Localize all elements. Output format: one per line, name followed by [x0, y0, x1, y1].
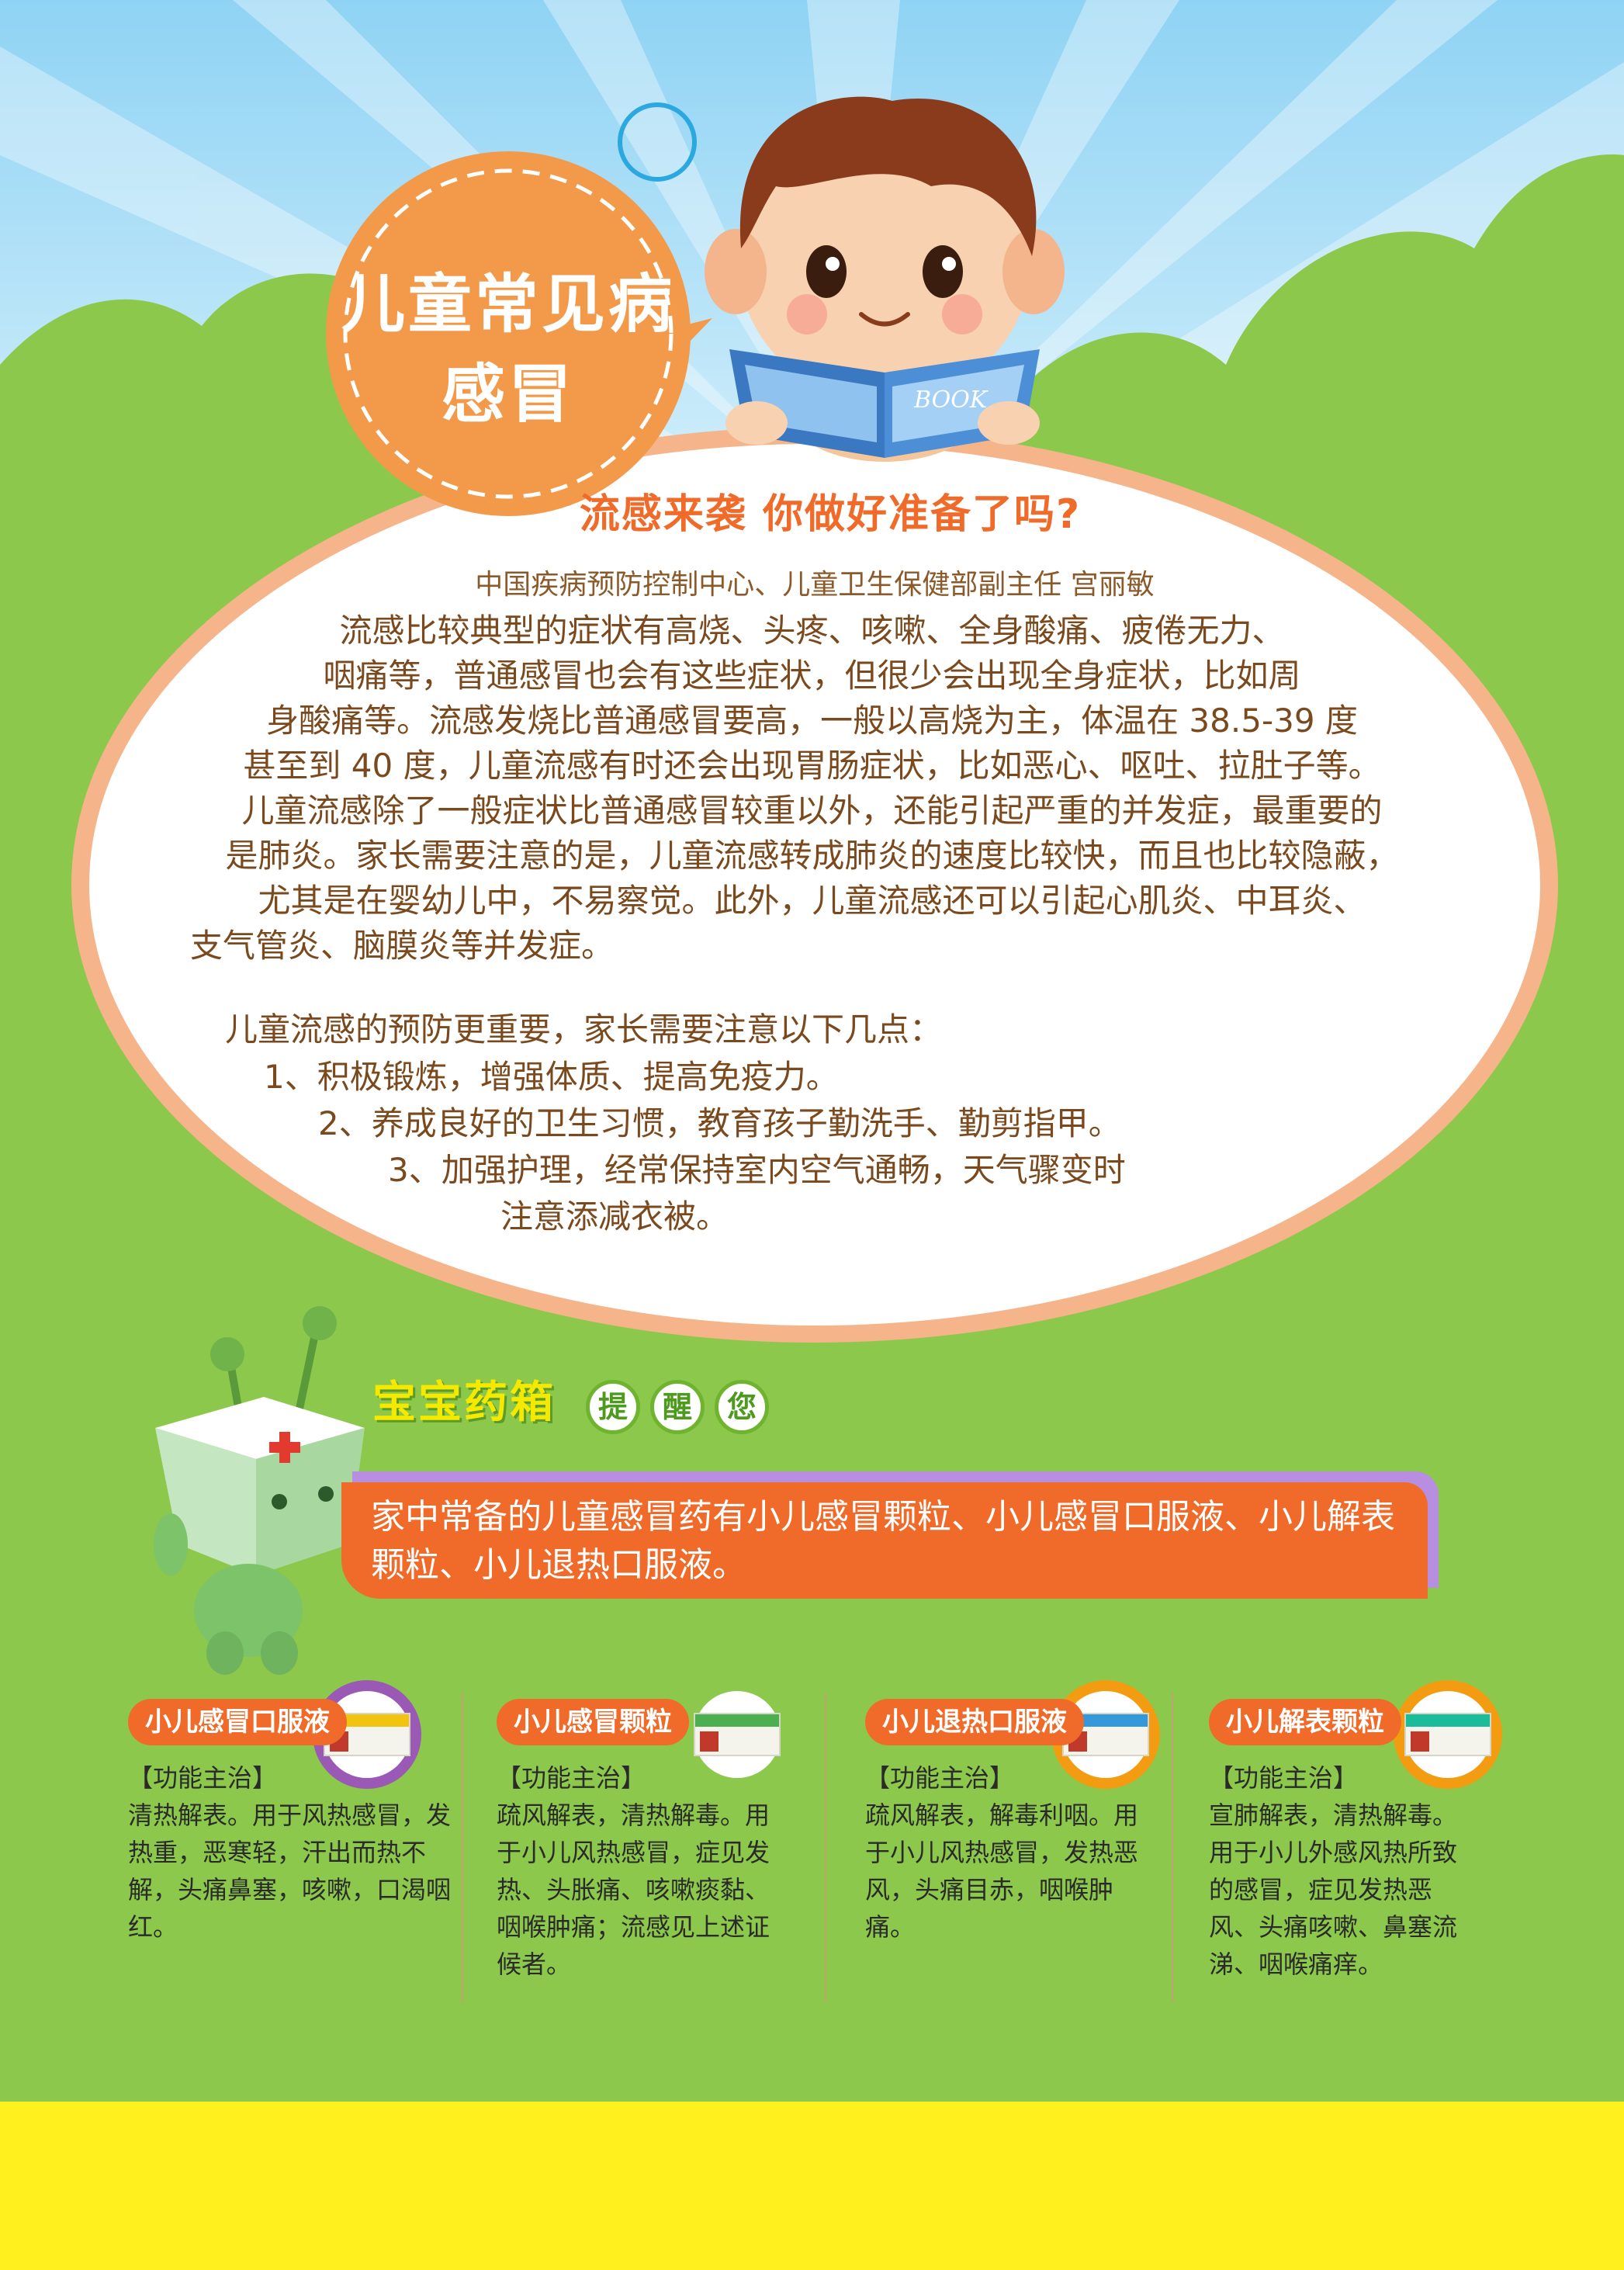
function-label: 【功能主治】 — [865, 1763, 1015, 1793]
paragraph-line: 尤其是在婴幼儿中，不易察觉。此外，儿童流感还可以引起心肌炎、中耳炎、 — [258, 882, 1366, 920]
medicine-description: 清热解表。用于风热感冒，发热重，恶寒轻，汗出而热不解，头痛鼻塞，咳嗽，口渴咽红。 — [128, 1800, 452, 1942]
column-divider — [1172, 1692, 1173, 2002]
boy-reading-illustration — [705, 96, 1065, 462]
medicine-package-icon — [1404, 1713, 1491, 1756]
medicine-package-icon — [694, 1713, 781, 1756]
medicine-box-title: 宝宝药箱 — [372, 1378, 556, 1428]
medicine-description: 宣肺解表，清热解毒。用于小儿外感风热所致的感冒，症见发热恶风、头痛咳嗽、鼻塞流涕… — [1209, 1800, 1458, 1979]
oval-text-area — [89, 444, 1540, 1326]
prevention-intro: 儿童流感的预防更重要，家长需要注意以下几点： — [225, 1010, 943, 1048]
remind-char: 您 — [715, 1380, 769, 1434]
badge-title: 儿童常见病 感冒 — [334, 260, 683, 440]
remind-char: 醒 — [650, 1380, 705, 1434]
paragraph-symptoms: 流感比较典型的症状有高烧、头疼、咳嗽、全身酸痛、疲倦无力、 咽痛等，普通感冒也会… — [0, 608, 1624, 788]
column-divider — [462, 1692, 463, 2002]
medicine-name: 小儿感冒颗粒 — [497, 1699, 689, 1745]
prevention-item: 3、加强护理，经常保持室内空气通畅，天气骤变时 — [388, 1151, 1126, 1189]
medicine-name: 小儿感冒口服液 — [128, 1699, 347, 1745]
title-badge — [326, 151, 712, 516]
function-label: 【功能主治】 — [497, 1763, 646, 1793]
prevention-item: 注意添减衣被。 — [500, 1197, 729, 1236]
reminder-text: 家中常备的儿童感冒药有小儿感冒颗粒、小儿感冒口服液、小儿解表颗粒、小儿退热口服液… — [371, 1497, 1395, 1585]
medicine-description-block: 【功能主治】 宣肺解表，清热解毒。用于小儿外感风热所致的感冒，症见发热恶风、头痛… — [1209, 1759, 1473, 1983]
medicine-description-block: 【功能主治】 疏风解表，清热解毒。用于小儿风热感冒，症见发热、头胀痛、咳嗽痰黏、… — [497, 1759, 776, 1983]
paragraph-line: 支气管炎、脑膜炎等并发症。 — [190, 927, 615, 965]
paragraph-complications: 儿童流感除了一般症状比普通感冒较重以外，还能引起严重的并发症，最重要的 是肺炎。… — [0, 788, 1624, 969]
badge-title-line1: 儿童常见病 — [341, 268, 675, 341]
function-label: 【功能主治】 — [1209, 1763, 1359, 1793]
ring-decoration — [618, 102, 697, 182]
headline: 流感来袭 你做好准备了吗? — [579, 491, 1082, 538]
prevention-item: 2、养成良好的卫生习惯，教育孩子勤洗手、勤剪指甲。 — [318, 1104, 1121, 1142]
bottom-yellow-bar — [0, 2102, 1624, 2270]
medicine-description: 疏风解表，解毒利咽。用于小儿风热感冒，发热恶风，头痛目赤，咽喉肿痛。 — [865, 1800, 1139, 1942]
paragraph-line: 流感比较典型的症状有高烧、头疼、咳嗽、全身酸痛、疲倦无力、 — [339, 612, 1285, 650]
reminder-panel — [341, 1482, 1428, 1599]
function-label: 【功能主治】 — [128, 1763, 278, 1793]
medicine-name: 小儿解表颗粒 — [1209, 1699, 1401, 1745]
prevention-list: 1、积极锻炼，增强体质、提高免疫力。 2、养成良好的卫生习惯，教育孩子勤洗手、勤… — [0, 1054, 1624, 1240]
book-label: BOOK — [914, 386, 988, 414]
medicine-name: 小儿退热口服液 — [865, 1699, 1084, 1745]
remind-char: 提 — [586, 1380, 640, 1434]
paragraph-line: 咽痛等，普通感冒也会有这些症状，但很少会出现全身症状，比如周 — [323, 657, 1301, 695]
medicine-description: 疏风解表，清热解毒。用于小儿风热感冒，症见发热、头胀痛、咳嗽痰黏、咽喉肿痛；流感… — [497, 1800, 770, 1979]
badge-title-line2: 感冒 — [441, 358, 575, 431]
medicine-description-block: 【功能主治】 清热解表。用于风热感冒，发热重，恶寒轻，汗出而热不解，头痛鼻塞，咳… — [128, 1759, 454, 1946]
paragraph-line: 儿童流感除了一般症状比普通感冒较重以外，还能引起严重的并发症，最重要的 — [241, 792, 1383, 830]
paragraph-line: 甚至到 40 度，儿童流感有时还会出现胃肠症状，比如恶心、呕吐、拉肚子等。 — [243, 747, 1381, 785]
prevention-item: 1、积极锻炼，增强体质、提高免疫力。 — [264, 1058, 839, 1096]
author-line: 中国疾病预防控制中心、儿童卫生保健部副主任 宫丽敏 — [475, 569, 1155, 601]
medicine-description-block: 【功能主治】 疏风解表，解毒利咽。用于小儿风热感冒，发热恶风，头痛目赤，咽喉肿痛… — [865, 1759, 1144, 1946]
paragraph-line: 是肺炎。家长需要注意的是，儿童流感转成肺炎的速度比较快，而且也比较隐蔽， — [225, 837, 1399, 875]
hill-right — [1009, 154, 1624, 560]
column-divider — [825, 1692, 826, 2002]
medicine-ring — [683, 1680, 791, 1789]
paragraph-line: 身酸痛等。流感发烧比普通感冒要高，一般以高烧为主，体温在 38.5-39 度 — [266, 702, 1358, 740]
medicine-box-mascot — [154, 1306, 365, 1675]
